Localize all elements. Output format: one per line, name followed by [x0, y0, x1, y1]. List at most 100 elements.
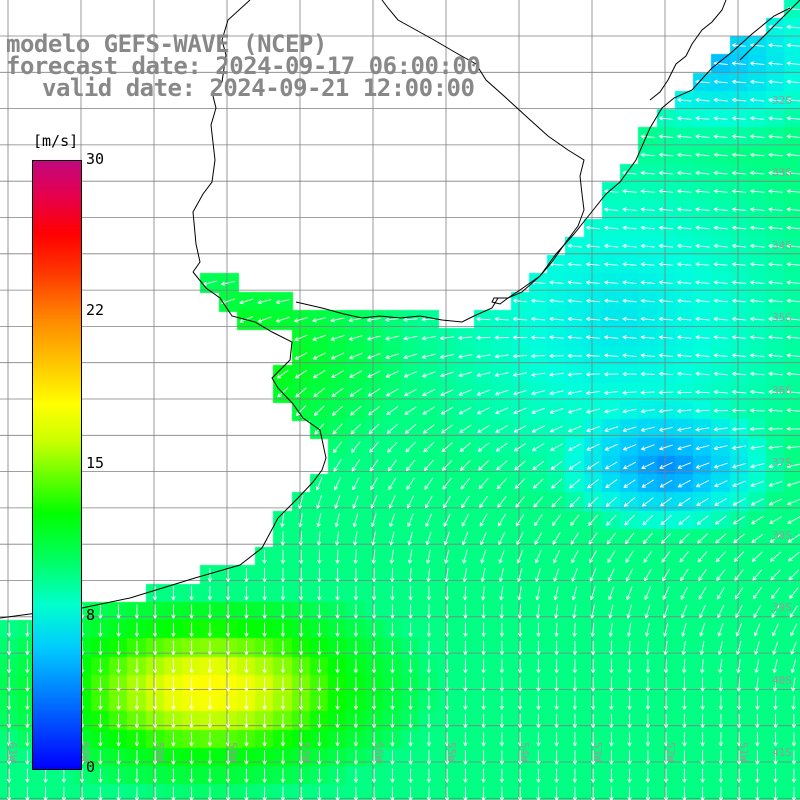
wind-arrow: [695, 298, 710, 303]
wind-arrow: [732, 480, 746, 488]
wind-arrow: [171, 604, 176, 619]
wind-arrow: [497, 496, 507, 508]
wind-arrow: [463, 640, 468, 656]
wind-arrow: [663, 622, 669, 637]
wind-arrow: [640, 134, 655, 139]
wind-arrow: [731, 189, 747, 194]
lat-label: 35S: [772, 311, 792, 324]
wind-arrow: [677, 298, 692, 303]
wind-arrow: [98, 622, 103, 637]
wind-arrow: [682, 750, 687, 765]
lon-label: 55W: [445, 742, 458, 762]
wind-arrow: [734, 569, 744, 581]
wind-arrow: [790, 641, 797, 655]
wind-arrow: [390, 586, 395, 601]
wind-arrow: [677, 371, 692, 376]
wind-arrow: [244, 732, 249, 747]
lat-label: 32S: [772, 94, 792, 107]
wind-arrow: [590, 622, 595, 637]
wind-arrow: [768, 243, 783, 249]
wind-arrow: [786, 353, 800, 358]
wind-arrow: [499, 659, 505, 674]
wind-arrow: [661, 550, 671, 563]
wind-arrow: [604, 207, 619, 212]
wind-arrow: [717, 640, 723, 655]
wind-arrow: [189, 622, 194, 637]
wind-arrow: [572, 713, 578, 729]
wind-arrow: [770, 587, 781, 600]
wind-arrow: [695, 335, 710, 340]
wind-arrow: [441, 424, 454, 434]
wind-arrow: [189, 640, 194, 656]
wind-arrow: [622, 335, 637, 340]
wind-arrow: [404, 388, 418, 397]
wind-arrow: [695, 262, 710, 267]
wind-arrow: [731, 152, 747, 157]
wind-arrow: [426, 732, 432, 747]
wind-arrow: [317, 750, 322, 765]
wind-arrow: [625, 568, 634, 582]
wind-arrow: [298, 549, 304, 564]
wind-arrow: [458, 354, 473, 359]
wind-arrow: [497, 513, 506, 527]
wind-arrow: [640, 189, 655, 194]
wind-arrow: [768, 408, 783, 413]
wind-arrow: [768, 97, 783, 103]
wind-arrow: [589, 586, 596, 601]
wind-arrow: [244, 567, 249, 583]
wind-arrow: [298, 622, 304, 637]
wind-arrow: [663, 640, 668, 656]
wind-arrow: [371, 531, 376, 546]
wind-arrow: [462, 567, 467, 583]
wind-arrow: [408, 786, 413, 800]
wind-arrow: [134, 695, 140, 710]
wind-arrow: [549, 390, 564, 396]
wind-arrow: [623, 497, 636, 507]
wind-arrow: [604, 335, 619, 340]
wind-arrow: [371, 586, 377, 601]
wind-arrow: [463, 768, 468, 783]
wind-arrow: [731, 243, 747, 249]
wind-arrow: [663, 677, 669, 692]
wind-arrow: [512, 316, 528, 322]
wind-arrow: [658, 262, 674, 267]
wind-arrow: [572, 604, 577, 619]
coastline-laguna: [381, 0, 585, 305]
wind-arrow: [134, 659, 140, 674]
wind-arrow: [98, 695, 103, 710]
wind-arrow: [280, 531, 285, 546]
wind-arrow: [680, 586, 689, 600]
wind-arrow: [298, 531, 304, 546]
wind-arrow: [479, 495, 488, 508]
wind-arrow: [444, 695, 450, 710]
wind-arrow: [386, 423, 398, 434]
wind-arrow: [349, 388, 362, 397]
wind-arrow: [134, 713, 140, 729]
wind-arrow: [444, 768, 450, 783]
wind-arrow: [769, 551, 782, 562]
wind-arrow: [421, 371, 436, 378]
wind-arrow: [735, 604, 743, 618]
wind-arrow: [298, 586, 304, 601]
wind-arrow: [499, 695, 505, 710]
wind-arrow: [317, 677, 322, 692]
wind-arrow: [736, 713, 742, 729]
wind-arrow: [335, 567, 340, 583]
wind-arrow: [390, 750, 395, 765]
wind-arrow: [476, 316, 491, 322]
wind-arrow: [786, 243, 800, 249]
wind-arrow: [317, 567, 322, 583]
lon-label: 57W: [299, 742, 312, 762]
wind-arrow: [626, 586, 633, 601]
wind-arrow: [627, 786, 632, 800]
wind-arrow: [773, 750, 778, 765]
wind-arrow: [335, 659, 340, 674]
wind-arrow: [682, 786, 687, 800]
wind-arrow: [189, 768, 194, 783]
wind-arrow: [754, 641, 760, 655]
wind-arrow: [768, 24, 783, 30]
wind-arrow: [768, 207, 783, 212]
wind-arrow: [225, 786, 231, 800]
wind-arrow: [458, 406, 472, 415]
